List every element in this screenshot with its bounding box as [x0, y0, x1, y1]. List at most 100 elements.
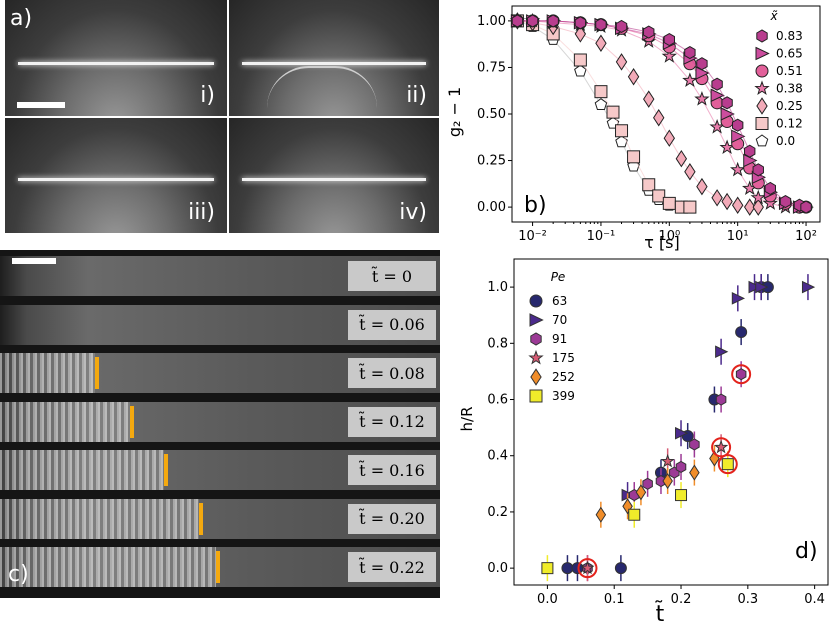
legend-label-b: 0.65 [776, 47, 803, 61]
y-tick-label-d: 1.0 [487, 280, 508, 295]
data-point-b [696, 177, 708, 196]
label-iii: iii) [188, 200, 215, 225]
data-point-b [710, 88, 725, 103]
time-label: t̃ = 0.06 [348, 309, 436, 340]
highlight-ring [731, 364, 752, 385]
photo-iv: iv) [229, 118, 439, 233]
data-point-b [627, 150, 641, 164]
data-point-d [628, 508, 641, 521]
data-point-b [615, 135, 628, 148]
data-point-d [660, 453, 675, 468]
data-point-b [731, 129, 746, 144]
data-point-d [689, 464, 700, 481]
legend-label-d: 70 [552, 313, 567, 327]
series-b-0.83 [511, 14, 812, 214]
legend-label-b: 0.83 [776, 29, 803, 43]
highlight-ring [717, 454, 738, 475]
time-label: t̃ = 0.22 [348, 552, 436, 582]
strip-row: t̃ = 0.12 [0, 401, 440, 442]
legend-label-b: 0.51 [776, 64, 803, 78]
data-point-d [580, 560, 595, 575]
data-point-b [752, 198, 764, 216]
data-point-b [653, 109, 665, 127]
time-label: t̃ = 0.12 [348, 406, 436, 437]
data-point-b [642, 178, 656, 192]
series-d-252 [595, 445, 720, 528]
data-point-b [615, 124, 629, 138]
highlight-ring [711, 437, 732, 458]
legend-marker-b [755, 64, 769, 78]
data-point-b [511, 14, 524, 28]
data-point-b [744, 198, 756, 216]
legend-label-d: 91 [552, 332, 567, 346]
data-point-d [635, 484, 647, 501]
data-point-b [595, 34, 607, 52]
legend-marker-b [755, 46, 770, 61]
x-tick-label-d: 0.4 [804, 592, 825, 607]
panel-b-label: b) [524, 193, 547, 218]
data-point-b [683, 200, 697, 214]
x-axis-label-b: τ [s] [644, 233, 680, 252]
data-point-b [764, 181, 776, 196]
data-point-b [779, 194, 792, 209]
series-d-175 [580, 434, 729, 582]
data-point-d [614, 562, 627, 575]
time-label: t̃ = 0.08 [348, 358, 436, 388]
label-i: i) [200, 83, 215, 108]
front-marker [164, 454, 169, 486]
data-point-d [571, 562, 584, 575]
data-point-b [694, 91, 710, 106]
y-tick-label-d: 0.6 [487, 393, 508, 408]
data-point-b [594, 85, 608, 99]
data-point-b [615, 19, 628, 34]
data-point-b [595, 18, 607, 32]
data-point-b [752, 163, 764, 177]
data-point-b [731, 196, 744, 214]
bright-region [0, 547, 216, 587]
y-tick-label-d: 0.4 [487, 449, 508, 464]
data-point-b [721, 96, 733, 110]
legend-label-d: 63 [552, 294, 567, 308]
data-point-b [729, 161, 746, 177]
panel-b-chart: 10⁻² 10⁻¹ 10⁰ 10¹ 10² 0.00 0.25 0.50 0.75 1.00 x̃… [445, 5, 821, 252]
data-point-b [744, 144, 756, 158]
bright-region [0, 450, 165, 490]
data-point-d [801, 280, 816, 294]
data-point-d [595, 506, 607, 523]
front-marker [129, 405, 134, 438]
scale-bar-c [12, 258, 56, 264]
data-point-b [574, 25, 587, 43]
x-tick-label-d: 0.1 [604, 592, 625, 607]
data-point-b [643, 90, 655, 108]
legend-label-b: 0.12 [776, 117, 803, 131]
legend-d: Pe 63 70 91 175 252 399 [528, 270, 575, 403]
data-point-b [800, 200, 812, 214]
front-marker [95, 357, 100, 389]
data-point-d [731, 292, 746, 305]
legend-title-d: Pe [551, 270, 566, 284]
panel-a-letter: a) [10, 6, 33, 31]
panel-d-chart: 0.0 0.1 0.2 0.3 0.4 0.0 0.2 0.4 0.6 0.8 1.0 Pe 63 70… [458, 258, 829, 625]
x-axis-label-d: t̃ [654, 601, 664, 625]
y-tick-label-b: 0.25 [477, 154, 506, 169]
legend-label-b: 0.0 [776, 134, 795, 148]
legend-marker-d [529, 294, 543, 308]
strip-row: t̃ = 0.16 [0, 450, 440, 490]
data-point-b [684, 163, 696, 181]
x-tick-label-d: 0.3 [737, 592, 758, 607]
strip-row: t̃ = 0.08 [0, 353, 440, 393]
label-ii: ii) [406, 83, 427, 108]
data-point-d [675, 460, 687, 474]
data-point-d [642, 477, 653, 490]
strip-row: t̃ = 0.20 [0, 498, 440, 539]
data-point-d [622, 498, 633, 515]
data-point-b [606, 105, 620, 119]
legend-marker-b [756, 97, 768, 115]
y-tick-label-b: 0.00 [477, 200, 506, 215]
photo-iii: iii) [5, 118, 227, 233]
y-tick-label-d: 0.8 [487, 336, 508, 351]
x-tick-label-b: 10⁻¹ [587, 229, 616, 244]
data-point-b [615, 53, 628, 71]
data-point-b [675, 149, 688, 168]
legend-marker-b [755, 117, 769, 130]
